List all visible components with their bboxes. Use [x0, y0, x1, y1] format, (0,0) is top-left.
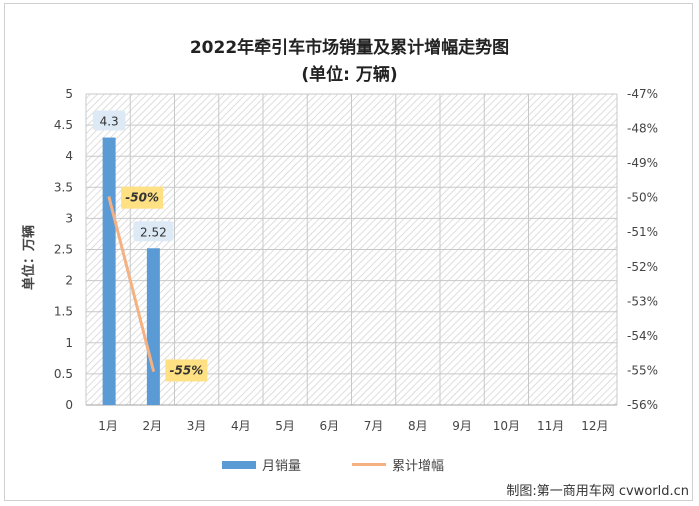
y-tick-label-right: -53% [627, 294, 658, 308]
x-tick-label: 4月 [231, 419, 251, 433]
y-tick-label-left: 0.5 [54, 367, 73, 381]
x-tick-label: 2月 [143, 419, 163, 433]
y-tick-label-left: 4 [65, 149, 73, 163]
bar-monthly-sales [102, 137, 116, 406]
chart-title: 2022年牵引车市场销量及累计增幅走势图 [189, 38, 510, 58]
y-tick-label-left: 3.5 [54, 180, 73, 194]
y-tick-label-left: 2 [65, 274, 73, 288]
x-tick-label: 12月 [581, 419, 608, 433]
x-tick-label: 11月 [537, 419, 564, 433]
bar-monthly-sales [146, 248, 160, 405]
x-tick-label: 7月 [364, 419, 384, 433]
x-tick-label: 1月 [98, 419, 118, 433]
line-cumulative-growth [107, 196, 155, 372]
line-data-label: -50% [125, 191, 159, 205]
y-tick-label-left: 5 [65, 87, 73, 101]
source-credit: 制图:第一商用车网 cvworld.cn [506, 484, 689, 499]
y-tick-label-right: -56% [627, 398, 658, 412]
x-tick-label: 3月 [187, 419, 207, 433]
x-tick-label: 6月 [320, 419, 340, 433]
legend-swatch-line [352, 463, 386, 466]
x-tick-label: 8月 [408, 419, 428, 433]
y-tick-label-right: -52% [627, 260, 658, 274]
y-tick-label-right: -51% [627, 225, 658, 239]
x-tick-label: 5月 [275, 419, 295, 433]
chart-frame [4, 3, 693, 501]
y-tick-label-right: -50% [627, 191, 658, 205]
y-tick-label-right: -48% [627, 122, 658, 136]
line-data-label-box [165, 359, 208, 382]
bar-data-label: 4.3 [100, 115, 119, 129]
legend-item-line: 累计增幅 [352, 455, 444, 474]
chart-subtitle: (单位: 万辆) [301, 65, 398, 85]
y-tick-label-left: 3 [65, 211, 73, 225]
y-tick-label-right: -47% [627, 87, 658, 101]
y-tick-label-right: -49% [627, 156, 658, 170]
legend-item-bar: 月销量 [222, 455, 301, 474]
bar-data-label: 2.52 [140, 225, 167, 239]
y-tick-label-left: 4.5 [54, 118, 73, 132]
bar-data-label-box [133, 221, 174, 242]
y-tick-label-left: 0 [65, 398, 73, 412]
legend-label-bar: 月销量 [262, 459, 302, 474]
x-tick-label: 9月 [452, 419, 472, 433]
y-tick-label-left: 1.5 [54, 305, 73, 319]
y-tick-label-left: 1 [65, 336, 73, 350]
bar-data-label-box [92, 110, 126, 131]
y-tick-label-right: -54% [627, 329, 658, 343]
legend-swatch-bar [222, 460, 256, 469]
line-data-label-box [121, 186, 164, 209]
y-tick-label-left: 2.5 [54, 243, 73, 257]
legend-label-line: 累计增幅 [392, 459, 445, 474]
line-data-label: -55% [170, 363, 204, 377]
x-tick-label: 10月 [493, 419, 520, 433]
y-tick-label-right: -55% [627, 363, 658, 377]
